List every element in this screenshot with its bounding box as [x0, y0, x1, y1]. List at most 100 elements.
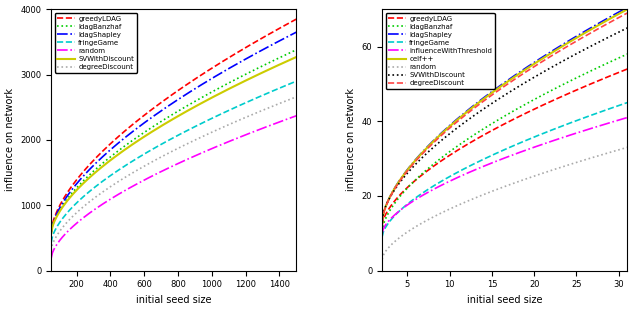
- ldagBanzhaf: [57, 206, 65, 210]
- greedyLDAG: [602, 76, 610, 79]
- ldagShapley: [424, 145, 431, 148]
- degreeDiscount: [280, 100, 288, 104]
- ldagBanzhaf: [47, 231, 55, 234]
- ldagBanzhaf: [93, 166, 100, 170]
- ldagShapley: [280, 37, 288, 40]
- Line: random: random: [51, 116, 296, 258]
- Legend: greedyLDAG, ldagBanzhaf, ldagShapley, fringeGame, influenceWithThreshold, celf++: greedyLDAG, ldagBanzhaf, ldagShapley, fr…: [385, 13, 495, 89]
- ldagShapley: [62, 196, 70, 200]
- celf++: [623, 7, 631, 11]
- random: [602, 151, 610, 155]
- degreeDiscount: [292, 95, 300, 99]
- celf++: [388, 191, 396, 195]
- greedyLDAG: [271, 29, 279, 32]
- celf++: [444, 127, 451, 130]
- random: [280, 118, 288, 122]
- SVWithDiscount: [393, 185, 401, 188]
- influenceWithThreshold: [611, 119, 619, 123]
- greedyLDAG: [280, 24, 288, 28]
- Line: greedyLDAG: greedyLDAG: [51, 19, 296, 232]
- ldagBanzhaf: [623, 52, 631, 56]
- fringeGame: [271, 88, 279, 92]
- random: [62, 231, 70, 235]
- degreeDiscount: [611, 18, 619, 21]
- SVWithDiscount: [47, 231, 55, 235]
- Line: greedyLDAG: greedyLDAG: [382, 69, 627, 226]
- SVWithDiscount: [378, 218, 386, 222]
- SVWithDiscount: [611, 32, 619, 36]
- ldagShapley: [93, 160, 100, 164]
- greedyLDAG: [444, 155, 451, 159]
- fringeGame: [292, 79, 300, 83]
- greedyLDAG: [424, 169, 431, 172]
- random: [378, 258, 386, 261]
- fringeGame: [280, 84, 288, 88]
- influenceWithThreshold: [444, 180, 451, 184]
- SVWithDiscount: [57, 207, 65, 211]
- celf++: [611, 14, 619, 18]
- degreeDiscount: [271, 103, 279, 107]
- Line: SVWithDiscount: SVWithDiscount: [382, 28, 627, 220]
- greedyLDAG: [57, 201, 65, 205]
- fringeGame: [623, 101, 631, 104]
- ldagBanzhaf: [378, 230, 386, 233]
- SVWithDiscount: [424, 151, 431, 154]
- ldagBanzhaf: [424, 167, 431, 171]
- ldagShapley: [47, 231, 55, 235]
- greedyLDAG: [623, 67, 631, 71]
- fringeGame: [611, 105, 619, 109]
- ldagShapley: [378, 220, 386, 224]
- degreeDiscount: [62, 221, 70, 225]
- greedyLDAG: [378, 224, 386, 228]
- greedyLDAG: [62, 193, 70, 197]
- fringeGame: [393, 211, 401, 215]
- fringeGame: [388, 217, 396, 220]
- fringeGame: [378, 235, 386, 239]
- Line: fringeGame: fringeGame: [51, 81, 296, 243]
- ldagBanzhaf: [602, 62, 610, 66]
- SVWithDiscount: [292, 55, 300, 59]
- degreeDiscount: [93, 194, 100, 198]
- degreeDiscount: [444, 128, 451, 132]
- degreeDiscount: [424, 146, 431, 150]
- fringeGame: [113, 169, 120, 173]
- degreeDiscount: [388, 192, 396, 195]
- Line: influenceWithThreshold: influenceWithThreshold: [382, 118, 627, 233]
- ldagBanzhaf: [292, 48, 300, 52]
- greedyLDAG: [47, 230, 55, 234]
- SVWithDiscount: [62, 201, 70, 204]
- celf++: [393, 183, 401, 187]
- degreeDiscount: [393, 183, 401, 187]
- influenceWithThreshold: [388, 216, 396, 219]
- ldagBanzhaf: [62, 199, 70, 202]
- fringeGame: [602, 108, 610, 112]
- greedyLDAG: [611, 72, 619, 76]
- ldagBanzhaf: [444, 151, 451, 155]
- Line: degreeDiscount: degreeDiscount: [382, 13, 627, 222]
- SVWithDiscount: [93, 169, 100, 173]
- ldagShapley: [292, 30, 300, 34]
- degreeDiscount: [47, 248, 55, 252]
- celf++: [424, 145, 431, 149]
- SVWithDiscount: [271, 65, 279, 68]
- degreeDiscount: [623, 11, 631, 15]
- ldagShapley: [602, 17, 610, 21]
- ldagBanzhaf: [388, 205, 396, 209]
- fringeGame: [444, 176, 451, 180]
- Line: ldagShapley: ldagShapley: [51, 32, 296, 233]
- random: [292, 114, 300, 118]
- greedyLDAG: [393, 197, 401, 200]
- ldagShapley: [113, 143, 120, 146]
- Legend: greedyLDAG, ldagBanzhaf, ldagShapley, fringeGame, random, SVWithDiscount, degree: greedyLDAG, ldagBanzhaf, ldagShapley, fr…: [54, 13, 137, 73]
- Line: degreeDiscount: degreeDiscount: [51, 97, 296, 250]
- ldagShapley: [57, 204, 65, 207]
- influenceWithThreshold: [623, 116, 631, 119]
- fringeGame: [424, 188, 431, 192]
- random: [444, 208, 451, 212]
- Y-axis label: influence on network: influence on network: [4, 88, 15, 192]
- greedyLDAG: [292, 17, 300, 21]
- random: [93, 206, 100, 210]
- random: [57, 237, 65, 241]
- influenceWithThreshold: [378, 231, 386, 235]
- fringeGame: [62, 212, 70, 216]
